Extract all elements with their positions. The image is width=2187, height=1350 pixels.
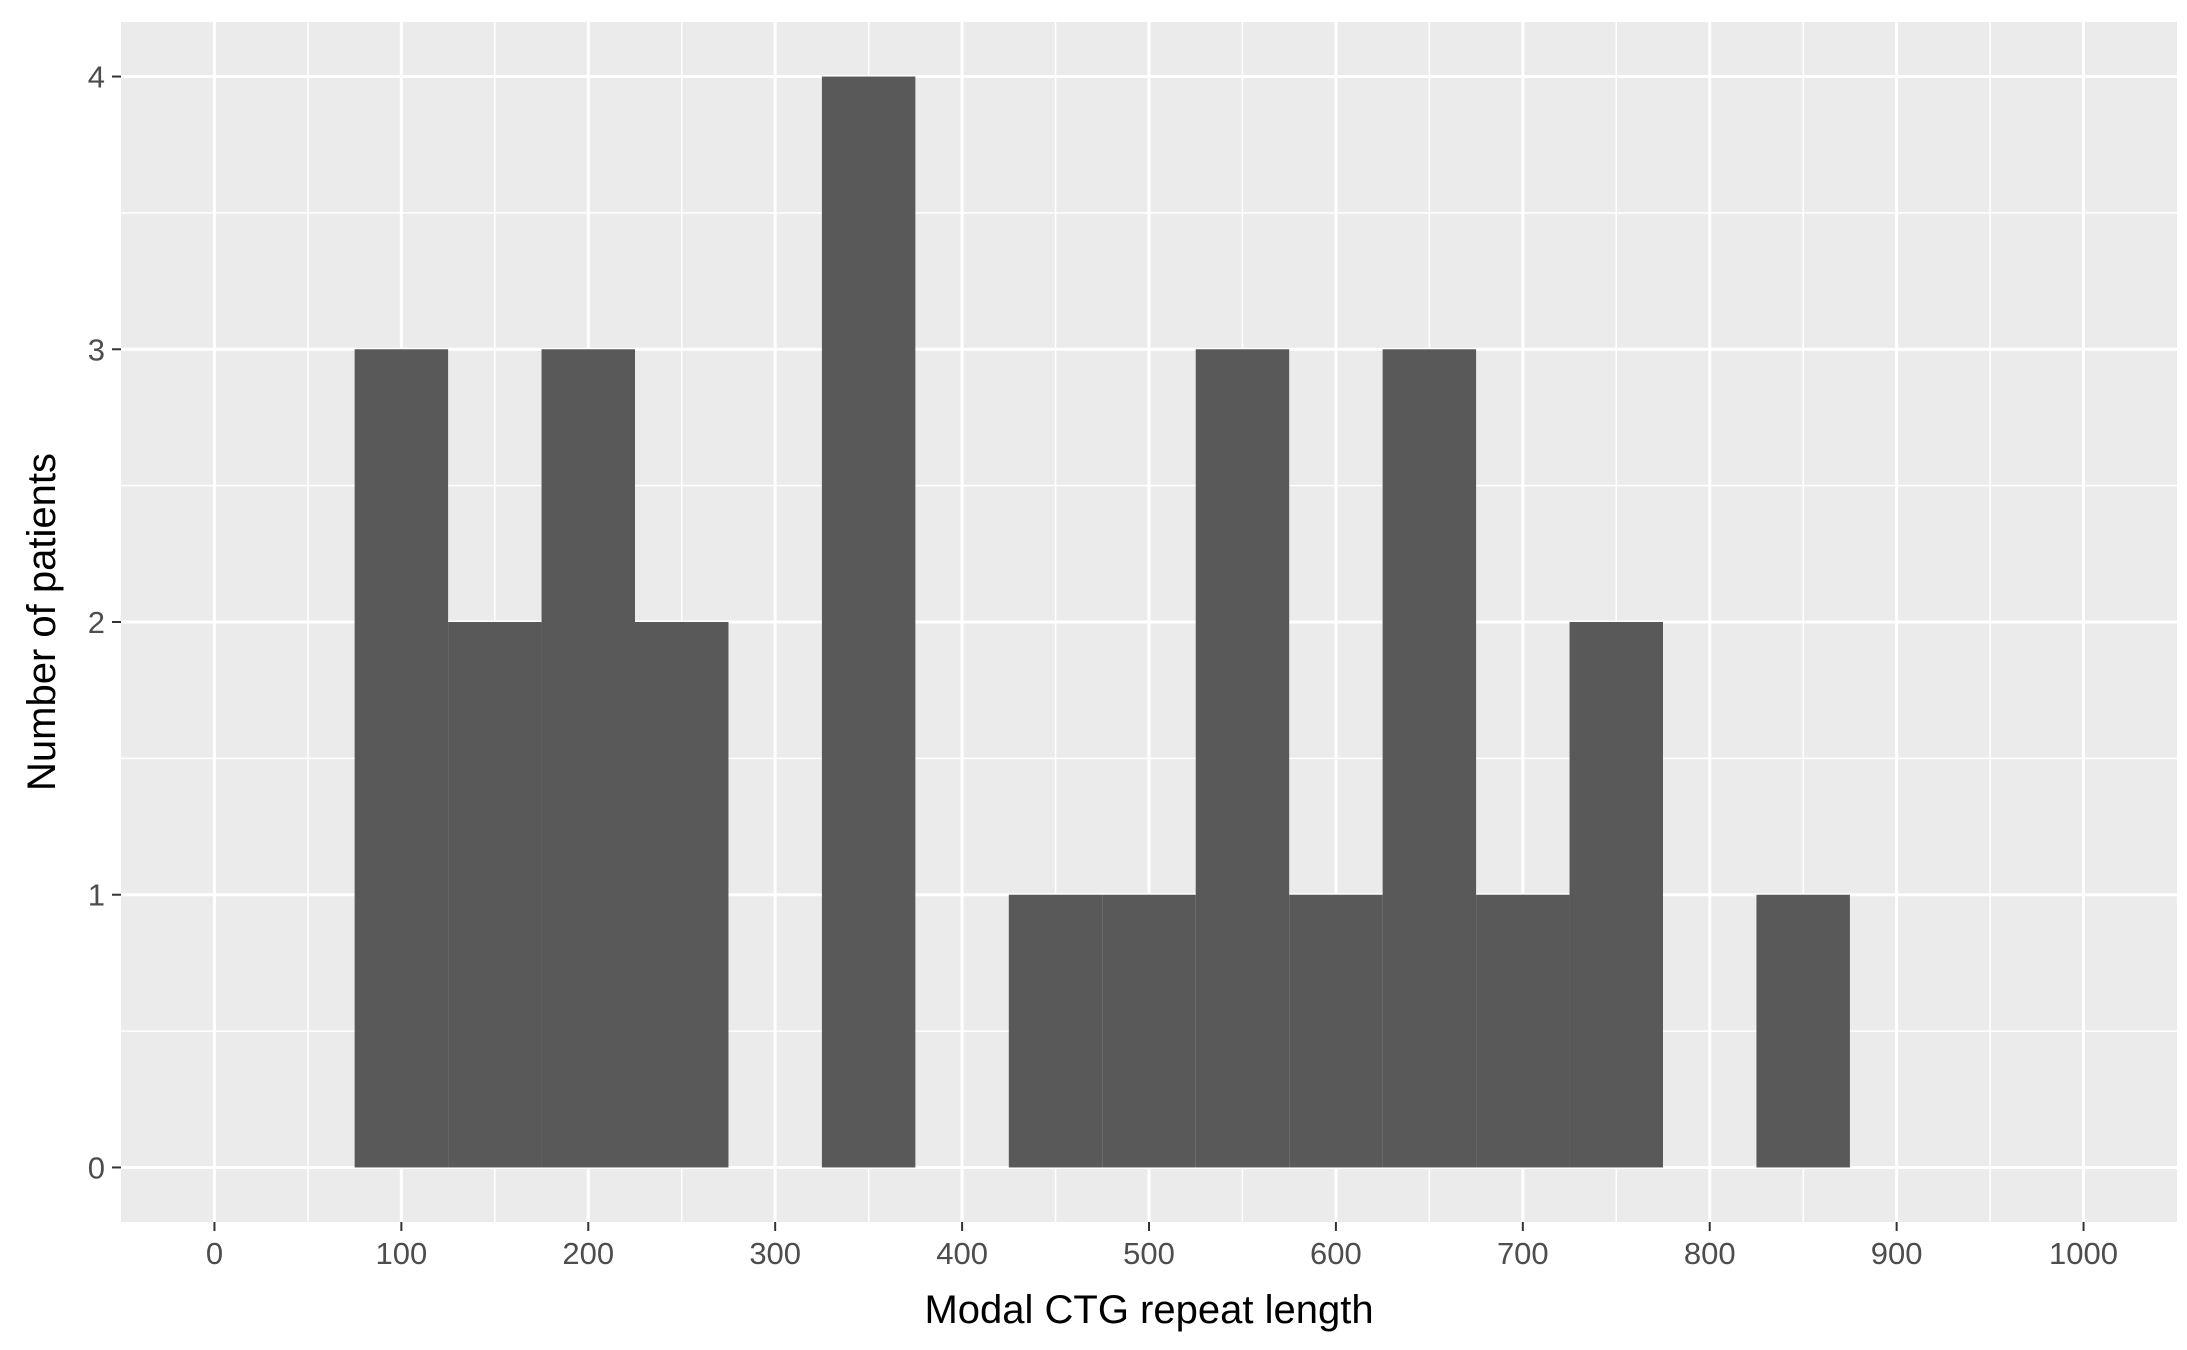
histogram-bar bbox=[1382, 349, 1477, 1168]
histogram-bar bbox=[541, 349, 635, 1168]
y-axis: 0 1 2 3 4 bbox=[88, 60, 121, 1185]
histogram-bar bbox=[1008, 894, 1103, 1168]
x-tick-label: 700 bbox=[1497, 1236, 1549, 1271]
x-tick-label: 900 bbox=[1871, 1236, 1923, 1271]
x-tick-label: 500 bbox=[1123, 1236, 1175, 1271]
x-tick-label: 600 bbox=[1310, 1236, 1362, 1271]
histogram-bar bbox=[1289, 894, 1383, 1168]
histogram-bar bbox=[1476, 894, 1570, 1168]
histogram-bar bbox=[354, 349, 449, 1168]
histogram-bar bbox=[635, 622, 729, 1168]
x-tick-label: 0 bbox=[206, 1236, 223, 1271]
y-tick-label: 3 bbox=[88, 332, 105, 367]
y-axis-title: Number of patients bbox=[20, 453, 64, 791]
histogram-bar bbox=[448, 622, 542, 1168]
histogram-bars bbox=[354, 76, 1850, 1168]
x-tick-label: 400 bbox=[936, 1236, 988, 1271]
x-tick-label: 800 bbox=[1684, 1236, 1736, 1271]
histogram-bar bbox=[1102, 894, 1196, 1168]
histogram-bar bbox=[1756, 894, 1850, 1168]
histogram-bar bbox=[1195, 349, 1290, 1168]
x-tick-label: 1000 bbox=[2049, 1236, 2118, 1271]
histogram-bar bbox=[1569, 622, 1663, 1168]
x-tick-label: 200 bbox=[562, 1236, 614, 1271]
x-axis-title: Modal CTG repeat length bbox=[924, 1288, 1373, 1332]
histogram-bar bbox=[821, 76, 916, 1168]
y-tick-label: 0 bbox=[88, 1150, 105, 1185]
y-tick-label: 4 bbox=[88, 60, 105, 95]
x-tick-label: 100 bbox=[375, 1236, 427, 1271]
x-axis: 0 100 200 300 400 500 600 700 800 900 1000 bbox=[206, 1222, 2118, 1271]
x-tick-label: 300 bbox=[749, 1236, 801, 1271]
y-tick-label: 2 bbox=[88, 605, 105, 640]
y-tick-label: 1 bbox=[88, 878, 105, 913]
